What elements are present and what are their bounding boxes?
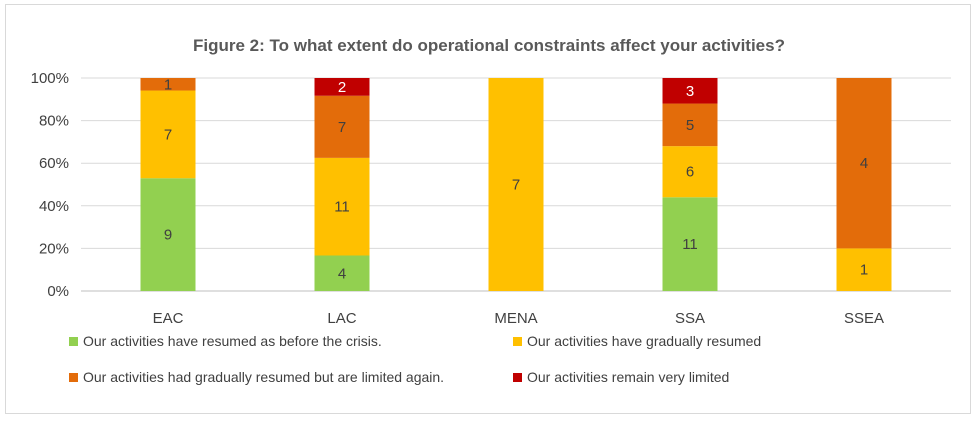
- bar-segment: [488, 78, 544, 291]
- bar-segment: [314, 78, 370, 96]
- data-label: 11: [682, 236, 698, 253]
- data-label: 1: [860, 262, 868, 279]
- chart-title: Figure 2: To what extent do operational …: [193, 36, 785, 55]
- chart-frame: Figure 2: To what extent do operational …: [5, 4, 971, 414]
- data-label: 7: [164, 126, 172, 143]
- y-tick-label: 40%: [39, 198, 69, 215]
- bar-segment: [314, 95, 370, 158]
- legend-item: Our activities had gradually resumed but…: [69, 369, 444, 385]
- stacked-bar-chart: Figure 2: To what extent do operational …: [31, 36, 951, 385]
- legend-label: Our activities have resumed as before th…: [83, 333, 382, 349]
- bar-segment: [140, 78, 196, 91]
- y-tick-label: 100%: [31, 70, 69, 87]
- legend-swatch: [69, 373, 78, 382]
- data-label: 4: [860, 155, 868, 172]
- data-label: 3: [686, 83, 694, 100]
- bar-segment: [662, 197, 718, 291]
- x-category-label: SSA: [675, 310, 705, 327]
- x-category-label: MENA: [494, 310, 537, 327]
- bar-segment: [662, 146, 718, 198]
- bars: [140, 78, 892, 291]
- bar-segment: [140, 90, 196, 179]
- legend-label: Our activities remain very limited: [527, 369, 729, 385]
- data-label: 1: [164, 76, 172, 93]
- x-category-label: EAC: [153, 310, 184, 327]
- data-label: 5: [686, 117, 694, 134]
- bar-segment: [836, 248, 892, 291]
- data-label: 9: [164, 227, 172, 244]
- legend-label: Our activities have gradually resumed: [527, 333, 761, 349]
- data-label: 6: [686, 164, 694, 181]
- bar-segment: [662, 78, 718, 104]
- data-label: 11: [334, 199, 350, 216]
- legend-item: Our activities have gradually resumed: [513, 333, 761, 349]
- x-category-label: LAC: [327, 310, 356, 327]
- legend-item: Our activities have resumed as before th…: [69, 333, 382, 349]
- data-labels: 9 7 1 4 11 7 2 7 11 6 5 3 1 4: [164, 76, 868, 282]
- y-tick-label: 80%: [39, 113, 69, 130]
- data-label: 7: [512, 177, 520, 194]
- data-label: 4: [338, 265, 346, 282]
- y-tick-label: 20%: [39, 240, 69, 257]
- x-category-label: SSEA: [844, 310, 884, 327]
- data-label: 2: [338, 79, 346, 96]
- x-axis-categories: EAC LAC MENA SSA SSEA: [153, 310, 884, 327]
- y-tick-label: 60%: [39, 155, 69, 172]
- y-tick-label: 0%: [47, 283, 69, 300]
- legend-item: Our activities remain very limited: [513, 369, 729, 385]
- legend-swatch: [513, 337, 522, 346]
- bar-segment: [140, 178, 196, 291]
- legend-swatch: [513, 373, 522, 382]
- bar-segment: [662, 103, 718, 147]
- data-label: 7: [338, 119, 346, 136]
- legend-label: Our activities had gradually resumed but…: [83, 369, 444, 385]
- bar-segment: [836, 78, 892, 249]
- legend: Our activities have resumed as before th…: [69, 333, 761, 385]
- bar-segment: [314, 255, 370, 291]
- y-axis-ticks: 0% 20% 40% 60% 80% 100%: [31, 70, 69, 300]
- bar-segment: [314, 157, 370, 256]
- legend-swatch: [69, 337, 78, 346]
